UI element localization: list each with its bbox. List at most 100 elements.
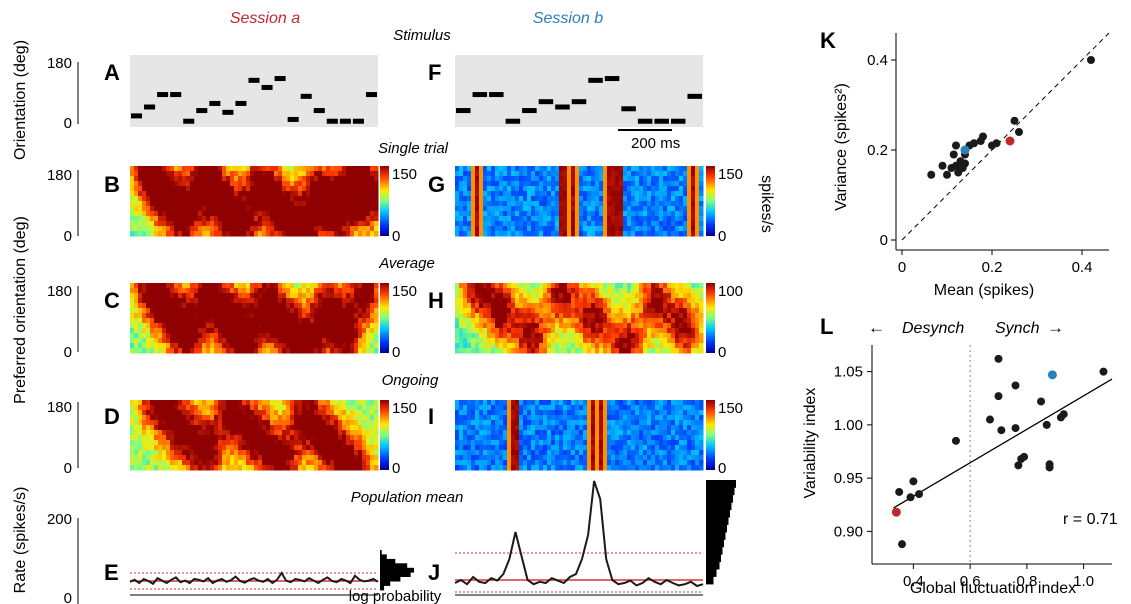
heatmap-cell [338, 231, 343, 237]
heatmap-cell [354, 400, 359, 406]
heatmap-cell [523, 323, 528, 329]
heatmap-cell [603, 303, 608, 309]
heatmap-cell [266, 460, 271, 466]
heatmap-cell [587, 221, 592, 227]
heatmap-cell [563, 166, 568, 172]
heatmap-cell [270, 410, 275, 416]
heatmap-cell [370, 308, 375, 314]
heatmap-cell [487, 298, 492, 304]
heatmap-cell [258, 405, 263, 411]
heatmap-cell [374, 420, 379, 426]
heatmap-cell [370, 405, 375, 411]
heatmap-cell [138, 318, 143, 324]
heatmap-cell [683, 196, 688, 202]
heatmap-cell [503, 435, 508, 441]
heatmap-cell [483, 425, 488, 431]
heatmap-cell [366, 201, 371, 207]
heatmap-cell [354, 166, 359, 172]
heatmap-cell [511, 348, 516, 354]
heatmap-cell [238, 303, 243, 309]
heatmap-cell [254, 343, 259, 349]
heatmap-cell [463, 191, 468, 197]
heatmap-cell [555, 318, 560, 324]
heatmap-cell [507, 171, 512, 177]
heatmap-cell [507, 435, 512, 441]
heatmap-cell [567, 211, 572, 217]
heatmap-cell [374, 166, 379, 172]
heatmap-cell [294, 425, 299, 431]
heatmap-cell [202, 420, 207, 426]
heatmap-cell [362, 201, 367, 207]
heatmap-cell [507, 338, 512, 344]
heatmap-cell [555, 425, 560, 431]
heatmap-cell [174, 405, 179, 411]
heatmap-cell [206, 226, 211, 232]
heatmap-cell [346, 420, 351, 426]
stimulus-bar [489, 92, 504, 98]
heatmap-cell [539, 338, 544, 344]
heatmap-cell [242, 186, 247, 192]
heatmap-cell [218, 181, 223, 187]
heatmap-cell [154, 348, 159, 354]
section-title-stimulus: Stimulus [393, 27, 451, 44]
heatmap-cell [527, 425, 532, 431]
heatmap-cell [282, 283, 287, 289]
heatmap-cell [166, 343, 171, 349]
heatmap-cell [575, 298, 580, 304]
heatmap-cell [290, 171, 295, 177]
heatmap-cell [463, 430, 468, 436]
heatmap-cell [615, 166, 620, 172]
heatmap-cell [294, 420, 299, 426]
heatmap-cell [467, 420, 472, 426]
heatmap-cell [286, 181, 291, 187]
heatmap-cell [290, 221, 295, 227]
heatmap-cell [687, 226, 692, 232]
heatmap-cell [531, 288, 536, 294]
heatmap-cell [158, 283, 163, 289]
heatmap-cell [142, 430, 147, 436]
heatmap-cell [535, 328, 540, 334]
heatmap-cell [130, 206, 135, 212]
heatmap-cell [154, 186, 159, 192]
heatmap-cell [567, 420, 572, 426]
heatmap-cell [463, 283, 468, 289]
heatmap-cell [455, 166, 460, 172]
heatmap-cell [495, 430, 500, 436]
heatmap-cell [286, 343, 291, 349]
heatmap-cell [487, 425, 492, 431]
heatmap-cell [234, 445, 239, 451]
heatmap-cell [499, 211, 504, 217]
heatmap-cell [258, 231, 263, 237]
heatmap-cell [527, 440, 532, 446]
heatmap-cell [222, 323, 227, 329]
heatmap-cell [531, 430, 536, 436]
heatmap-cell [583, 231, 588, 237]
heatmap-cell [134, 420, 139, 426]
heatmap-cell [374, 460, 379, 466]
heatmap-cell [338, 400, 343, 406]
heatmap-cell [491, 293, 496, 299]
heatmap-cell [683, 333, 688, 339]
heatmap-cell [639, 293, 644, 299]
heatmap-cell [206, 450, 211, 456]
heatmap-cell [130, 415, 135, 421]
heatmap-cell [671, 176, 676, 182]
heatmap-cell [338, 465, 343, 471]
heatmap-cell [222, 460, 227, 466]
heatmap-cell [551, 181, 556, 187]
heatmap-cell [254, 425, 259, 431]
heatmap-cell [691, 348, 696, 354]
heatmap-cell [463, 465, 468, 471]
heatmap-cell [338, 283, 343, 289]
heatmap-cell [282, 435, 287, 441]
heatmap-cell [354, 206, 359, 212]
heatmap-cell [643, 221, 648, 227]
heatmap-cell [318, 460, 323, 466]
heatmap-cell [154, 191, 159, 197]
heatmap-cell [214, 221, 219, 227]
heatmap-cell [298, 323, 303, 329]
heatmap-cell [463, 348, 468, 354]
heatmap-cell [551, 176, 556, 182]
heatmap-cell [595, 293, 600, 299]
heatmap-cell [699, 288, 704, 294]
